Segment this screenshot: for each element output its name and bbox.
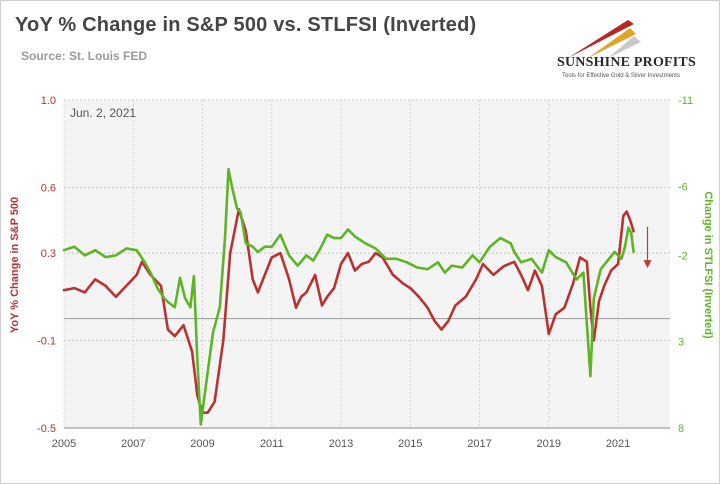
logo-ray-grey	[608, 36, 641, 58]
axes: 1.0 0.6 0.3 -0.1 -0.5 -11 -6 -2 3 8 2005 2007 2009 20…	[37, 95, 693, 450]
left-tick-label: 0.3	[41, 248, 56, 260]
left-tick-label: 0.6	[41, 182, 56, 194]
logo-ray-red	[568, 20, 634, 58]
series-lines	[62, 167, 635, 426]
annotations	[643, 226, 652, 269]
chart-title: YoY % Change in S&P 500 vs. STLFSI (Inve…	[15, 14, 477, 36]
left-axis-label-wrap: YoY % Change in S&P 500	[5, 100, 25, 430]
right-tick-label: 8	[678, 423, 684, 435]
left-tick-label: 1.0	[41, 95, 56, 107]
x-tick-label: 2015	[398, 438, 422, 450]
date-label: Jun. 2, 2021	[70, 106, 136, 120]
x-tick-label: 2017	[467, 438, 491, 450]
x-tick-label: 2009	[190, 438, 214, 450]
logo-name: SUNSHINE PROFITS	[557, 55, 696, 70]
sp500-yoy-line	[62, 208, 635, 415]
chart-source: Source: St. Louis FED	[21, 49, 148, 63]
left-tick-label: -0.1	[37, 336, 56, 348]
right-tick-label: -2	[678, 250, 688, 262]
right-axis-label-wrap: Change in STLFSI (Inverted)	[698, 100, 718, 430]
right-axis-label: Change in STLFSI (Inverted)	[702, 191, 714, 339]
right-tick-label: 3	[678, 337, 684, 349]
left-tick-label: -0.5	[37, 423, 56, 435]
x-tick-label: 2011	[260, 438, 284, 450]
x-tick-label: 2013	[329, 438, 353, 450]
x-tick-label: 2019	[537, 438, 561, 450]
right-tick-label: -11	[678, 95, 693, 107]
logo-ray-gold	[588, 28, 636, 58]
plot-area	[64, 100, 670, 428]
left-axis-label: YoY % Change in S&P 500	[9, 196, 21, 334]
stlfsi-inverted-line	[62, 167, 635, 426]
right-tick-label: -6	[678, 181, 688, 193]
logo-tagline: Tools for Effective Gold & Silver Invest…	[562, 73, 680, 79]
x-tick-label: 2021	[606, 438, 630, 450]
down-arrow-icon	[643, 260, 652, 269]
logo-rays-icon	[568, 20, 641, 58]
x-tick-label: 2005	[52, 438, 76, 450]
sunshine-profits-logo: SUNSHINE PROFITS Tools for Effective Gol…	[548, 14, 708, 84]
x-tick-label: 2007	[121, 438, 145, 450]
